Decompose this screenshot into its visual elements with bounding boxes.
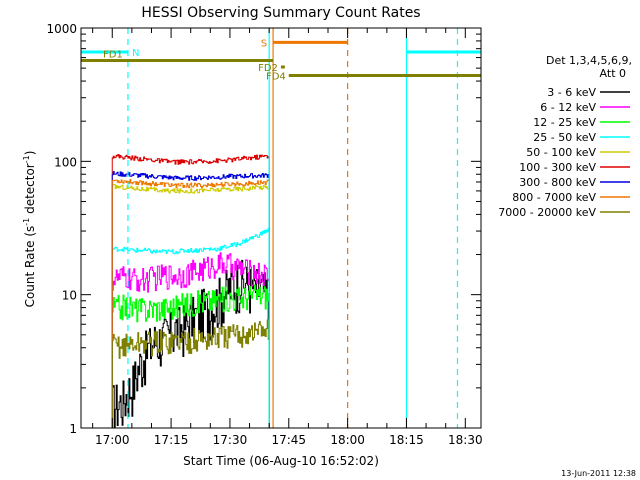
series-line: [111, 319, 270, 429]
x-tick-label: 18:30: [448, 433, 483, 447]
x-tick-label: 17:30: [213, 433, 248, 447]
legend-label: 3 - 6 keV: [547, 86, 596, 99]
y-axis-label: Count Rate (s-1 detector-1): [22, 151, 37, 308]
series-line: [111, 171, 270, 429]
x-tick-label: 17:00: [95, 433, 130, 447]
flag-label: S: [261, 38, 267, 49]
legend-header-line2: Att 0: [600, 67, 626, 80]
series-line: [111, 154, 270, 429]
series-line: [111, 183, 270, 429]
legend: Det 1,3,4,5,6,9, Att 0 3 - 6 keV 6 - 12 k…: [498, 54, 632, 219]
legend-header-line1: Det 1,3,4,5,6,9,: [546, 54, 632, 67]
series-line: [111, 179, 270, 429]
x-tick-label: 17:45: [271, 433, 306, 447]
series-line: [111, 259, 270, 429]
x-tick-label: 17:15: [154, 433, 189, 447]
legend-label: 25 - 50 keV: [533, 131, 596, 144]
legend-label: 6 - 12 keV: [540, 101, 596, 114]
x-tick-label: 18:15: [389, 433, 424, 447]
chart-title: HESSI Observing Summary Count Rates: [141, 5, 420, 21]
plot-frame: [80, 27, 482, 429]
series-line: [111, 252, 270, 429]
legend-label: 7000 - 20000 keV: [498, 206, 596, 219]
flag-label: FD2: [258, 63, 278, 74]
flag-label: FD4: [266, 72, 286, 83]
legend-label: 800 - 7000 keV: [512, 191, 596, 204]
flag-label: FD1: [103, 50, 123, 61]
footer-date: 13-Jun-2011 12:38: [561, 469, 636, 478]
y-tick-label: 1: [69, 422, 77, 436]
legend-label: 12 - 25 keV: [533, 116, 596, 129]
legend-label: 300 - 800 keV: [519, 176, 596, 189]
legend-label: 50 - 100 keV: [526, 146, 596, 159]
y-tick-label: 100: [54, 155, 77, 169]
x-tick-label: 18:00: [330, 433, 365, 447]
y-tick-label: 10: [62, 289, 77, 303]
series-line: [111, 284, 270, 429]
flag-label: N: [132, 48, 139, 59]
legend-label: 100 - 300 keV: [519, 161, 596, 174]
y-tick-label: 1000: [46, 22, 77, 36]
series-line: [111, 227, 270, 429]
x-axis-label: Start Time (06-Aug-10 16:52:02): [183, 454, 379, 468]
